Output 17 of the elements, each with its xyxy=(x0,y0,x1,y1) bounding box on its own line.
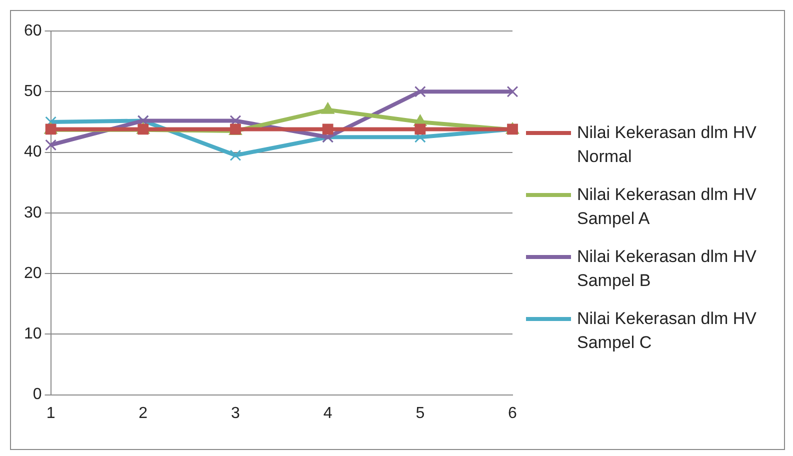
legend-label: Nilai Kekerasan dlm HV Sampel B xyxy=(577,246,758,292)
y-tick-label: 30 xyxy=(24,204,42,222)
y-tick-label: 20 xyxy=(24,264,42,282)
x-tick-label: 1 xyxy=(46,404,56,422)
x-tick-label: 4 xyxy=(323,404,332,422)
x-tick-label: 2 xyxy=(138,404,148,422)
x-tick-label: 6 xyxy=(508,404,518,422)
legend-label: Nilai Kekerasan dlm HV Normal xyxy=(577,122,758,168)
y-tick-label: 10 xyxy=(24,326,42,343)
legend-label: Nilai Kekerasan dlm HV Sampel C xyxy=(577,308,758,354)
x-tick-label: 5 xyxy=(416,404,425,422)
y-tick-label: 40 xyxy=(24,144,42,161)
legend-label: Nilai Kekerasan dlm HV Sampel A xyxy=(577,184,758,230)
x-tick-label: 3 xyxy=(231,404,240,422)
y-tick-label: 50 xyxy=(24,83,42,100)
y-tick-label: 60 xyxy=(24,22,42,40)
y-tick-label: 0 xyxy=(32,386,42,404)
